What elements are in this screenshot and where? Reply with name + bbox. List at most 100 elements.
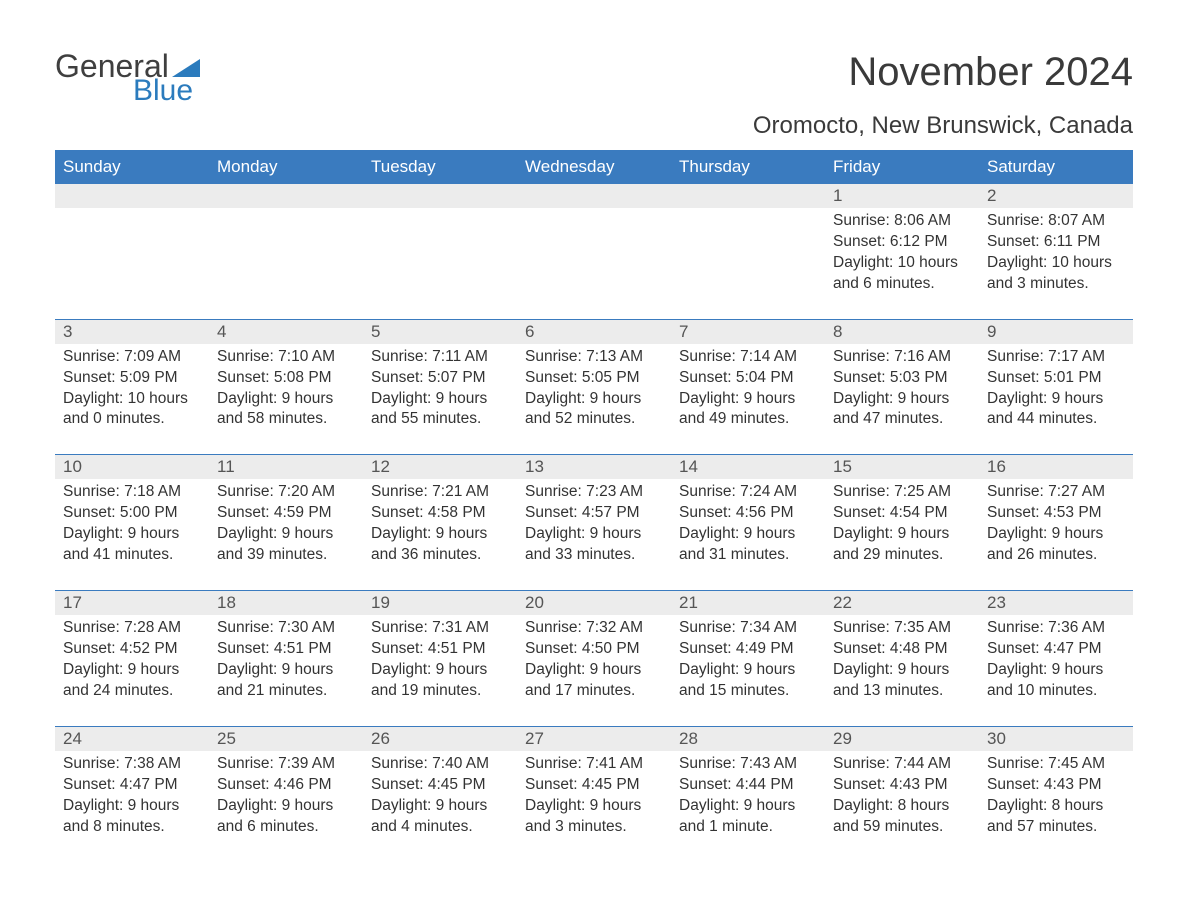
calendar-day: 2 Sunrise: 8:07 AMSunset: 6:11 PMDaylight… — [979, 184, 1133, 305]
day-number: 1 — [825, 184, 979, 208]
day-info: Sunrise: 7:31 AMSunset: 4:51 PMDaylight:… — [363, 618, 517, 702]
calendar: SundayMondayTuesdayWednesdayThursdayFrid… — [55, 150, 1133, 847]
calendar-day: 24 Sunrise: 7:38 AMSunset: 4:47 PMDayligh… — [55, 727, 209, 848]
day-info: Sunrise: 7:43 AMSunset: 4:44 PMDaylight:… — [671, 754, 825, 838]
logo: General Blue — [55, 50, 200, 106]
calendar-day: 3Sunrise: 7:09 AMSunset: 5:09 PMDaylight… — [55, 320, 209, 441]
calendar-day: 15Sunrise: 7:25 AMSunset: 4:54 PMDayligh… — [825, 455, 979, 576]
calendar-day: 17 Sunrise: 7:28 AMSunset: 4:52 PMDayligh… — [55, 591, 209, 712]
day-number — [209, 184, 363, 208]
logo-word2: Blue — [133, 76, 200, 106]
calendar-day — [209, 184, 363, 305]
day-number: 25 — [209, 727, 363, 751]
day-info: Sunrise: 7:10 AMSunset: 5:08 PMDaylight:… — [209, 347, 363, 431]
day-info: Sunrise: 7:11 AMSunset: 5:07 PMDaylight:… — [363, 347, 517, 431]
day-info: Sunrise: 7:28 AMSunset: 4:52 PMDaylight:… — [55, 618, 209, 702]
day-number: 19 — [363, 591, 517, 615]
calendar-day — [517, 184, 671, 305]
day-number: 9 — [979, 320, 1133, 344]
calendar-day: 29Sunrise: 7:44 AMSunset: 4:43 PMDayligh… — [825, 727, 979, 848]
day-info: Sunrise: 7:40 AMSunset: 4:45 PMDaylight:… — [363, 754, 517, 838]
calendar-day: 28 Sunrise: 7:43 AMSunset: 4:44 PMDayligh… — [671, 727, 825, 848]
day-number: 10 — [55, 455, 209, 479]
weekday-header: Sunday — [55, 150, 209, 184]
day-number: 26 — [363, 727, 517, 751]
calendar-day: 8 Sunrise: 7:16 AMSunset: 5:03 PMDaylight… — [825, 320, 979, 441]
calendar-day: 19 Sunrise: 7:31 AMSunset: 4:51 PMDayligh… — [363, 591, 517, 712]
day-number: 15 — [825, 455, 979, 479]
day-info: Sunrise: 7:24 AMSunset: 4:56 PMDaylight:… — [671, 482, 825, 566]
day-info: Sunrise: 7:39 AMSunset: 4:46 PMDaylight:… — [209, 754, 363, 838]
day-number: 17 — [55, 591, 209, 615]
day-number: 2 — [979, 184, 1133, 208]
day-number: 24 — [55, 727, 209, 751]
calendar-week: 17 Sunrise: 7:28 AMSunset: 4:52 PMDayligh… — [55, 590, 1133, 712]
calendar-day: 25 Sunrise: 7:39 AMSunset: 4:46 PMDayligh… — [209, 727, 363, 848]
calendar-day: 21 Sunrise: 7:34 AMSunset: 4:49 PMDayligh… — [671, 591, 825, 712]
day-info: Sunrise: 7:30 AMSunset: 4:51 PMDaylight:… — [209, 618, 363, 702]
calendar-day: 13Sunrise: 7:23 AMSunset: 4:57 PMDayligh… — [517, 455, 671, 576]
calendar-day: 7Sunrise: 7:14 AMSunset: 5:04 PMDaylight… — [671, 320, 825, 441]
day-number: 6 — [517, 320, 671, 344]
day-number — [671, 184, 825, 208]
calendar-day: 10Sunrise: 7:18 AMSunset: 5:00 PMDayligh… — [55, 455, 209, 576]
day-number: 14 — [671, 455, 825, 479]
calendar-day: 20Sunrise: 7:32 AMSunset: 4:50 PMDayligh… — [517, 591, 671, 712]
calendar-day: 12Sunrise: 7:21 AMSunset: 4:58 PMDayligh… — [363, 455, 517, 576]
calendar-day: 14 Sunrise: 7:24 AMSunset: 4:56 PMDayligh… — [671, 455, 825, 576]
calendar-day: 5 Sunrise: 7:11 AMSunset: 5:07 PMDaylight… — [363, 320, 517, 441]
calendar-day: 4 Sunrise: 7:10 AMSunset: 5:08 PMDaylight… — [209, 320, 363, 441]
day-number — [363, 184, 517, 208]
day-info: Sunrise: 7:17 AMSunset: 5:01 PMDaylight:… — [979, 347, 1133, 431]
calendar-day — [671, 184, 825, 305]
calendar-day: 18 Sunrise: 7:30 AMSunset: 4:51 PMDayligh… — [209, 591, 363, 712]
day-info: Sunrise: 7:44 AMSunset: 4:43 PMDaylight:… — [825, 754, 979, 838]
day-info: Sunrise: 7:20 AMSunset: 4:59 PMDaylight:… — [209, 482, 363, 566]
calendar-day: 6 Sunrise: 7:13 AMSunset: 5:05 PMDaylight… — [517, 320, 671, 441]
day-number: 20 — [517, 591, 671, 615]
day-number: 27 — [517, 727, 671, 751]
day-number: 18 — [209, 591, 363, 615]
day-number: 4 — [209, 320, 363, 344]
calendar-day: 30 Sunrise: 7:45 AMSunset: 4:43 PMDayligh… — [979, 727, 1133, 848]
day-number: 12 — [363, 455, 517, 479]
location-text: Oromocto, New Brunswick, Canada — [55, 112, 1133, 140]
calendar-day: 11 Sunrise: 7:20 AMSunset: 4:59 PMDayligh… — [209, 455, 363, 576]
calendar-day: 27 Sunrise: 7:41 AMSunset: 4:45 PMDayligh… — [517, 727, 671, 848]
day-number: 21 — [671, 591, 825, 615]
day-number: 3 — [55, 320, 209, 344]
calendar-week: 3Sunrise: 7:09 AMSunset: 5:09 PMDaylight… — [55, 319, 1133, 441]
day-info: Sunrise: 7:34 AMSunset: 4:49 PMDaylight:… — [671, 618, 825, 702]
day-info: Sunrise: 8:06 AMSunset: 6:12 PMDaylight:… — [825, 211, 979, 295]
weekday-header: Monday — [209, 150, 363, 184]
calendar-week: 24 Sunrise: 7:38 AMSunset: 4:47 PMDayligh… — [55, 726, 1133, 848]
day-info: Sunrise: 7:16 AMSunset: 5:03 PMDaylight:… — [825, 347, 979, 431]
calendar-day — [55, 184, 209, 305]
day-info: Sunrise: 7:35 AMSunset: 4:48 PMDaylight:… — [825, 618, 979, 702]
day-number: 8 — [825, 320, 979, 344]
day-info: Sunrise: 7:13 AMSunset: 5:05 PMDaylight:… — [517, 347, 671, 431]
day-number: 22 — [825, 591, 979, 615]
calendar-day: 1 Sunrise: 8:06 AMSunset: 6:12 PMDaylight… — [825, 184, 979, 305]
weekday-header: Tuesday — [363, 150, 517, 184]
day-number: 23 — [979, 591, 1133, 615]
calendar-day: 9 Sunrise: 7:17 AMSunset: 5:01 PMDaylight… — [979, 320, 1133, 441]
day-number: 30 — [979, 727, 1133, 751]
day-number: 11 — [209, 455, 363, 479]
weekday-header: Thursday — [671, 150, 825, 184]
day-number — [517, 184, 671, 208]
day-info: Sunrise: 7:38 AMSunset: 4:47 PMDaylight:… — [55, 754, 209, 838]
day-number: 7 — [671, 320, 825, 344]
day-info: Sunrise: 8:07 AMSunset: 6:11 PMDaylight:… — [979, 211, 1133, 295]
day-number: 16 — [979, 455, 1133, 479]
day-info: Sunrise: 7:27 AMSunset: 4:53 PMDaylight:… — [979, 482, 1133, 566]
calendar-day — [363, 184, 517, 305]
day-number: 13 — [517, 455, 671, 479]
day-info: Sunrise: 7:41 AMSunset: 4:45 PMDaylight:… — [517, 754, 671, 838]
day-number: 5 — [363, 320, 517, 344]
day-number: 28 — [671, 727, 825, 751]
day-info: Sunrise: 7:45 AMSunset: 4:43 PMDaylight:… — [979, 754, 1133, 838]
calendar-week: 10Sunrise: 7:18 AMSunset: 5:00 PMDayligh… — [55, 454, 1133, 576]
calendar-day: 23 Sunrise: 7:36 AMSunset: 4:47 PMDayligh… — [979, 591, 1133, 712]
day-info: Sunrise: 7:36 AMSunset: 4:47 PMDaylight:… — [979, 618, 1133, 702]
